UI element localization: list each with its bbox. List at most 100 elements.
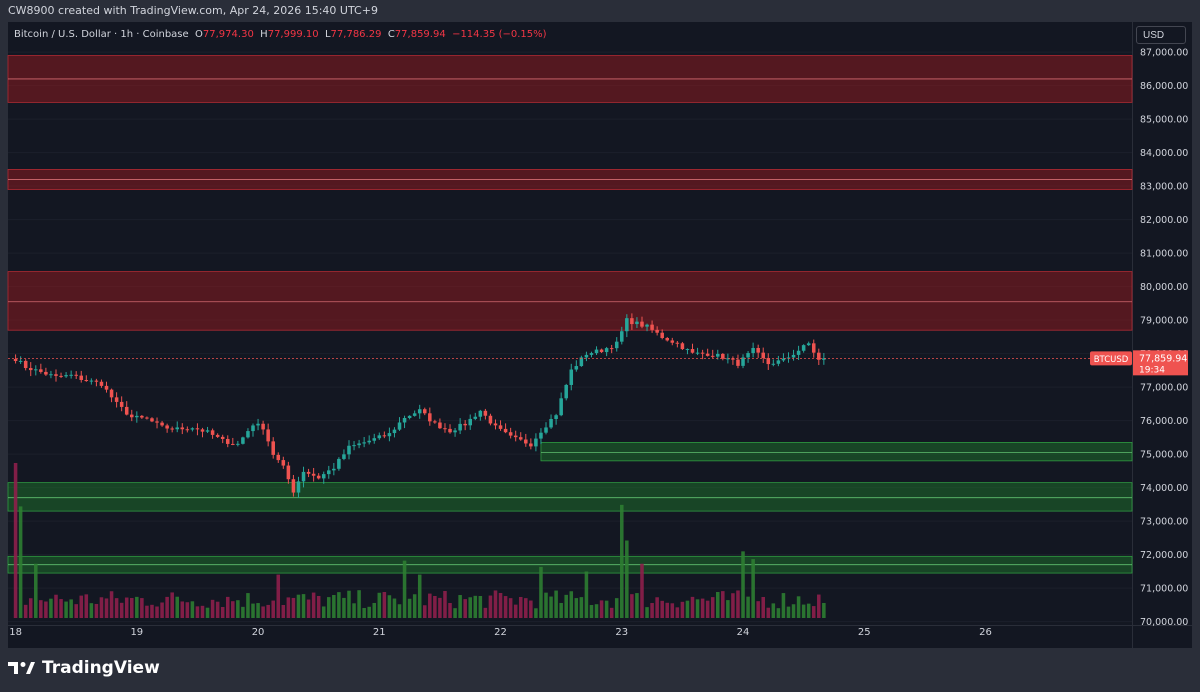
candle[interactable]	[84, 379, 89, 382]
candle[interactable]	[438, 422, 442, 429]
candle[interactable]	[306, 471, 311, 474]
candle[interactable]	[670, 340, 675, 343]
candle[interactable]	[337, 458, 341, 469]
candle[interactable]	[503, 428, 508, 433]
candle[interactable]	[422, 409, 427, 414]
candle[interactable]	[367, 440, 371, 443]
candle[interactable]	[584, 354, 589, 358]
candle[interactable]	[104, 385, 109, 390]
candle[interactable]	[74, 374, 78, 376]
candle[interactable]	[291, 479, 296, 493]
candle[interactable]	[443, 428, 447, 430]
candle[interactable]	[534, 438, 538, 447]
candle[interactable]	[241, 437, 245, 444]
resistance-zone[interactable]	[7, 271, 1133, 331]
candle[interactable]	[620, 331, 624, 342]
candle[interactable]	[614, 341, 619, 349]
candle[interactable]	[135, 415, 139, 418]
candle[interactable]	[44, 371, 48, 375]
candle[interactable]	[428, 413, 432, 422]
candle[interactable]	[473, 416, 478, 419]
candle[interactable]	[493, 423, 498, 426]
candle[interactable]	[150, 418, 154, 422]
candle[interactable]	[796, 350, 801, 355]
candle[interactable]	[332, 468, 336, 471]
candle[interactable]	[736, 359, 740, 366]
candle[interactable]	[69, 374, 73, 376]
candle[interactable]	[453, 430, 457, 433]
candle[interactable]	[311, 473, 316, 476]
candle[interactable]	[39, 369, 43, 372]
candle[interactable]	[781, 358, 786, 361]
candle[interactable]	[382, 435, 387, 437]
currency-button[interactable]: USD	[1136, 26, 1186, 44]
candle[interactable]	[109, 389, 114, 398]
candle[interactable]	[34, 369, 38, 371]
candle[interactable]	[301, 471, 306, 482]
candle[interactable]	[554, 415, 558, 419]
candle[interactable]	[13, 359, 18, 362]
candle[interactable]	[650, 324, 654, 330]
candle[interactable]	[448, 428, 452, 433]
candle[interactable]	[79, 375, 84, 380]
candle[interactable]	[508, 432, 513, 436]
candle[interactable]	[685, 349, 690, 351]
candle[interactable]	[559, 398, 563, 416]
candle[interactable]	[751, 347, 755, 354]
candle[interactable]	[200, 429, 205, 432]
candle[interactable]	[529, 443, 533, 447]
candle[interactable]	[327, 470, 331, 475]
support-zone[interactable]	[7, 482, 1133, 512]
candle[interactable]	[675, 342, 680, 344]
candle[interactable]	[54, 374, 58, 376]
candle[interactable]	[49, 374, 53, 376]
candle[interactable]	[392, 429, 397, 434]
candle[interactable]	[705, 353, 710, 356]
candle[interactable]	[498, 425, 503, 429]
candle[interactable]	[124, 406, 129, 415]
candle[interactable]	[347, 445, 351, 455]
candle[interactable]	[362, 442, 366, 444]
candle[interactable]	[165, 425, 169, 429]
candle[interactable]	[599, 349, 604, 353]
candle[interactable]	[352, 445, 356, 447]
tradingview-brand[interactable]: TradingView	[8, 656, 160, 680]
candle[interactable]	[690, 349, 695, 353]
candle[interactable]	[761, 352, 765, 358]
candle[interactable]	[145, 417, 149, 419]
candle[interactable]	[225, 438, 230, 444]
candle[interactable]	[377, 435, 382, 439]
candle[interactable]	[160, 422, 164, 426]
candle[interactable]	[478, 410, 483, 417]
candle[interactable]	[468, 418, 472, 426]
time-axis[interactable]	[8, 626, 1132, 648]
candle[interactable]	[357, 443, 361, 446]
candle[interactable]	[256, 423, 260, 426]
candle[interactable]	[483, 410, 488, 416]
candle[interactable]	[630, 318, 634, 325]
candle[interactable]	[23, 360, 28, 369]
candle[interactable]	[210, 430, 215, 435]
candle[interactable]	[463, 423, 467, 426]
candle[interactable]	[680, 343, 685, 350]
candle[interactable]	[513, 435, 518, 438]
candle[interactable]	[731, 358, 735, 360]
candle[interactable]	[579, 357, 584, 367]
candle[interactable]	[589, 353, 594, 355]
candle[interactable]	[296, 481, 301, 493]
candle[interactable]	[640, 321, 644, 327]
candle[interactable]	[741, 357, 745, 366]
candle[interactable]	[205, 430, 210, 432]
candle[interactable]	[564, 384, 568, 399]
candle[interactable]	[594, 349, 599, 354]
candle[interactable]	[488, 415, 493, 424]
candle[interactable]	[64, 375, 68, 377]
candle[interactable]	[811, 343, 816, 353]
candle[interactable]	[281, 460, 286, 466]
candle[interactable]	[655, 329, 659, 333]
price-axis[interactable]	[1133, 22, 1192, 625]
candle[interactable]	[715, 353, 720, 357]
candle[interactable]	[94, 380, 99, 382]
candle[interactable]	[342, 454, 346, 459]
